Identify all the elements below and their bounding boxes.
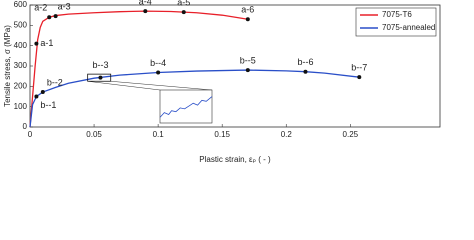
x-tick-label: 0.15 — [214, 130, 230, 139]
zoom-box — [87, 73, 112, 82]
point-label: b--1 — [40, 100, 56, 110]
inset-frame — [159, 89, 213, 124]
point-label: b--6 — [297, 57, 313, 67]
point-marker — [34, 41, 39, 46]
zoom-connector — [87, 81, 161, 91]
y-tick-label: 200 — [14, 81, 28, 90]
y-tick-label: 0 — [23, 122, 28, 131]
x-tick-label: 0.25 — [343, 130, 359, 139]
legend-label: 7075-T6 — [382, 10, 412, 19]
point-marker — [98, 75, 103, 80]
y-tick-label: 400 — [14, 41, 28, 50]
x-axis-label: Plastic strain, εₚ ( - ) — [199, 155, 271, 164]
point-label: b--2 — [47, 77, 63, 87]
point-label: a-5 — [177, 0, 190, 7]
chart: Tensile stress, σ (MPa) Plastic strain, … — [3, 0, 441, 164]
point-marker — [143, 9, 148, 14]
point-label: b--7 — [351, 63, 367, 73]
point-label: a-3 — [58, 2, 71, 12]
point-label: b--4 — [150, 58, 166, 68]
point-label: b--5 — [240, 55, 256, 65]
point-marker — [40, 90, 45, 95]
x-tick-label: 0.2 — [281, 130, 293, 139]
zoom-connector — [110, 81, 213, 91]
point-marker — [47, 15, 52, 20]
series-line — [29, 69, 360, 128]
point-marker — [245, 68, 250, 73]
x-tick-label: 0.1 — [153, 130, 165, 139]
legend-box — [355, 7, 437, 37]
point-label: b--3 — [92, 60, 108, 70]
point-marker — [34, 94, 39, 99]
y-axis-label: Tensile stress, σ (MPa) — [3, 25, 12, 107]
point-marker — [357, 75, 362, 80]
x-tick-label: 0.05 — [86, 130, 102, 139]
point-label: a-1 — [40, 38, 53, 48]
point-label: a-4 — [139, 0, 152, 6]
point-label: a-2 — [34, 3, 47, 13]
point-label: a-6 — [241, 5, 254, 15]
inset-line — [159, 96, 213, 118]
point-marker — [245, 17, 250, 22]
y-tick-label: 600 — [14, 0, 28, 9]
point-marker — [303, 69, 308, 74]
legend-label: 7075-annealed — [382, 23, 435, 32]
y-tick-label: 100 — [14, 102, 28, 111]
legend — [355, 7, 437, 37]
y-tick-label: 500 — [14, 20, 28, 29]
point-marker — [181, 10, 186, 15]
y-tick-label: 300 — [14, 61, 28, 70]
point-marker — [53, 14, 58, 19]
point-marker — [156, 70, 161, 75]
x-tick-label: 0 — [28, 130, 33, 139]
